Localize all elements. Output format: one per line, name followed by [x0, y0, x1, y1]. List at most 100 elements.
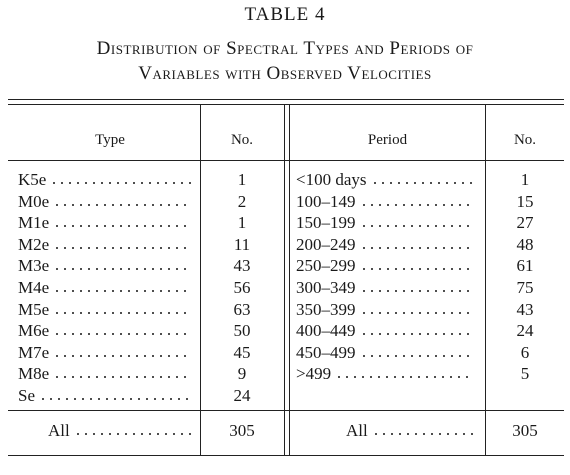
- label-text: 300–349: [296, 278, 356, 297]
- label-text: M3e: [18, 256, 50, 276]
- rule: [8, 455, 564, 456]
- row-label: 100–149: [296, 192, 478, 214]
- caption-line: Variables with Observed Velocities: [138, 63, 432, 84]
- row-label: M3e: [18, 256, 196, 278]
- label-text: M2e: [18, 234, 50, 254]
- rule: [8, 99, 564, 100]
- row-label: 250–299: [296, 256, 478, 278]
- total-count: 305: [229, 421, 255, 440]
- label-text: >499: [296, 364, 332, 384]
- row-label: 150–199: [296, 213, 478, 235]
- column-rule: [200, 105, 201, 455]
- count: 63: [233, 299, 251, 319]
- leader-dots: [359, 332, 474, 337]
- count: 50: [233, 321, 251, 341]
- label-text: M7e: [18, 342, 50, 362]
- column-header: Period: [367, 132, 408, 148]
- count: 6: [520, 342, 530, 362]
- leader-dots: [359, 353, 474, 358]
- count: 24: [516, 321, 534, 341]
- row-label: Se: [18, 386, 196, 408]
- count: 45: [233, 342, 251, 362]
- leader-dots: [53, 267, 192, 272]
- row-label: M5e: [18, 300, 196, 322]
- leader-dots: [335, 375, 474, 380]
- row-label: M7e: [18, 343, 196, 365]
- column-header: Type: [95, 132, 125, 148]
- label-text: 400–449: [296, 321, 356, 341]
- rule: [8, 160, 564, 161]
- row-label: All: [346, 421, 478, 443]
- label-text: 250–299: [296, 256, 356, 276]
- count: 27: [516, 213, 534, 233]
- row-label: M4e: [18, 278, 196, 300]
- label-text: M4e: [18, 278, 50, 297]
- count: 5: [520, 364, 530, 384]
- row-label: K5e: [18, 170, 196, 192]
- count: 11: [233, 234, 251, 254]
- label-text: K5e: [18, 170, 47, 189]
- row-label: 450–499: [296, 343, 478, 365]
- count: 2: [237, 191, 247, 211]
- count: 43: [233, 256, 251, 276]
- count: 24: [233, 386, 251, 405]
- leader-dots: [53, 202, 192, 207]
- count: 1: [237, 213, 247, 233]
- label-text: M1e: [18, 213, 50, 233]
- leader-dots: [359, 202, 474, 207]
- count: 1: [237, 170, 247, 189]
- total-count: 305: [512, 421, 538, 440]
- rule: [8, 104, 564, 105]
- leader-dots: [53, 375, 192, 380]
- leader-dots: [53, 332, 192, 337]
- leader-dots: [359, 267, 474, 272]
- leader-dots: [359, 310, 474, 315]
- label-text: All: [48, 421, 70, 440]
- label-text: 450–499: [296, 342, 356, 362]
- count: 9: [237, 364, 247, 384]
- column-rule: [485, 105, 486, 455]
- row-label: 300–349: [296, 278, 478, 300]
- column-header: No.: [230, 132, 254, 148]
- leader-dots: [370, 181, 474, 185]
- column-header: No.: [513, 132, 537, 148]
- leader-dots: [50, 181, 192, 185]
- leader-dots: [53, 289, 192, 293]
- row-label: M1e: [18, 213, 196, 235]
- leader-dots: [371, 432, 474, 436]
- leader-dots: [39, 397, 192, 401]
- count: 48: [516, 234, 534, 254]
- count: 1: [520, 170, 530, 189]
- label-text: 100–149: [296, 191, 356, 211]
- row-label: All: [48, 421, 196, 443]
- leader-dots: [53, 310, 192, 315]
- count: 56: [233, 278, 251, 297]
- leader-dots: [359, 289, 474, 293]
- row-label: M0e: [18, 192, 196, 214]
- leader-dots: [53, 245, 192, 250]
- count: 61: [516, 256, 534, 276]
- leader-dots: [73, 432, 192, 436]
- label-text: 150–199: [296, 213, 356, 233]
- row-label: >499: [296, 364, 478, 386]
- leader-dots: [359, 245, 474, 250]
- label-text: M8e: [18, 364, 50, 384]
- label-text: M5e: [18, 299, 50, 319]
- caption-line: Distribution of Spectral Types and Perio…: [96, 38, 474, 59]
- label-text: M0e: [18, 191, 50, 211]
- leader-dots: [53, 224, 192, 229]
- row-label: M2e: [18, 235, 196, 257]
- label-text: M6e: [18, 321, 50, 341]
- label-text: Se: [18, 386, 35, 405]
- rule: [8, 410, 564, 411]
- count: 75: [516, 278, 534, 297]
- count: 43: [516, 299, 534, 319]
- column-rule: [289, 105, 290, 455]
- row-label: 200–249: [296, 235, 478, 257]
- leader-dots: [53, 353, 192, 358]
- column-rule: [284, 105, 285, 455]
- row-label: 400–449: [296, 321, 478, 343]
- label-text: <100 days: [296, 170, 367, 189]
- label-text: All: [346, 421, 368, 440]
